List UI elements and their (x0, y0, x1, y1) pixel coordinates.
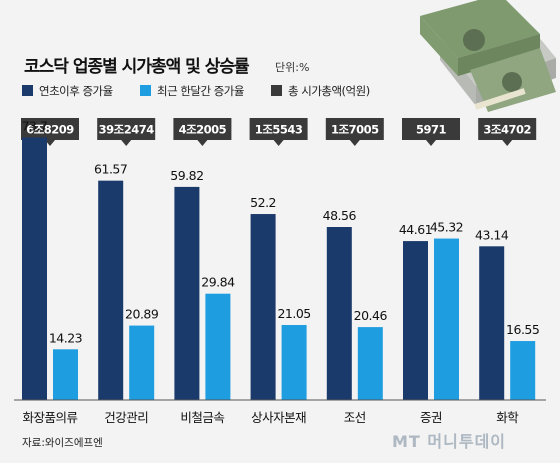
marketcap-box-cat-4 (325, 118, 384, 140)
marketcap-box-cat-1 (97, 118, 156, 140)
bar-ytd-cat-6 (479, 246, 505, 400)
marketcap-box-cat-5 (402, 118, 460, 140)
watermark: MT 머니투데이 (392, 432, 506, 451)
marketcap-box-cat-3 (249, 118, 308, 140)
bar-ytd-cat-1 (98, 180, 124, 400)
value-label-ytd-cat-0: 73.7 (22, 118, 48, 133)
bar-month-cat-2 (205, 293, 231, 400)
bar-month-cat-6 (510, 341, 536, 400)
bar-month-cat-0 (53, 349, 78, 400)
value-label-ytd-cat-2: 59.82 (170, 168, 203, 183)
legend: 연초이후 증가율 최근 한달간 증가율 총 시가총액(억원) (22, 84, 370, 98)
marketcap-label-cat-6: 3조4702 (483, 123, 531, 137)
category-label-cat-5: 증권 (420, 410, 442, 425)
value-label-month-cat-4: 20.46 (354, 308, 388, 323)
marketcap-pointer-cat-6 (502, 140, 513, 146)
marketcap-box-cat-6 (478, 118, 537, 140)
marketcap-pointer-cat-2 (197, 140, 208, 146)
bar-ytd-cat-0 (22, 137, 47, 400)
bar-ytd-cat-2 (174, 186, 200, 400)
marketcap-box-cat-0 (21, 118, 79, 140)
legend-swatch-marketcap (271, 85, 282, 96)
category-labels: 화장품의류 건강관리 비철금속 상사자본재 조선 증권 화학 (22, 410, 519, 425)
legend-swatch-ytd (22, 85, 33, 96)
legend-swatch-month (140, 85, 151, 96)
marketcap-label-cat-0: 6조8209 (26, 123, 74, 137)
marketcap-label-cat-4: 1조7005 (331, 123, 379, 137)
legend-label-marketcap: 총 시가총액(억원) (288, 84, 370, 98)
bar-month-cat-4 (357, 327, 383, 400)
value-label-ytd-cat-4: 48.56 (323, 208, 357, 223)
bar-ytd-cat-5 (403, 241, 428, 400)
bar-month-cat-3 (281, 325, 307, 400)
value-label-month-cat-0: 14.23 (49, 330, 82, 345)
source-note: 자료:와이즈에프엔 (22, 437, 103, 449)
value-label-ytd-cat-3: 52.2 (250, 195, 276, 210)
money-stack-illustration (420, 0, 556, 112)
marketcap-label-cat-3: 1조5543 (255, 123, 303, 137)
bar-ytd-cat-3 (250, 214, 276, 400)
marketcap-label-cat-1: 39조2474 (99, 123, 155, 137)
category-label-cat-4: 조선 (344, 410, 366, 425)
marketcap-pointer-cat-4 (349, 140, 360, 146)
legend-label-ytd: 연초이후 증가율 (39, 84, 113, 98)
value-label-month-cat-3: 21.05 (277, 306, 310, 321)
marketcap-label-cat-5: 5971 (416, 123, 447, 137)
chart-title: 코스닥 업종별 시가총액 및 상승률 (24, 57, 250, 77)
marketcap-box-cat-2 (173, 118, 232, 140)
value-label-ytd-cat-1: 61.57 (94, 162, 127, 177)
bar-month-cat-1 (129, 325, 155, 400)
value-label-month-cat-6: 16.55 (506, 322, 539, 337)
value-label-ytd-cat-5: 44.61 (399, 222, 432, 237)
bar-month-cat-5 (434, 238, 459, 400)
marketcap-pointer-cat-5 (426, 140, 436, 146)
category-label-cat-1: 건강관리 (104, 410, 148, 425)
marketcap-pointer-cat-3 (273, 140, 284, 146)
category-label-cat-2: 비철금속 (180, 410, 224, 425)
category-label-cat-6: 화학 (496, 410, 519, 425)
legend-label-month: 최근 한달간 증가율 (157, 84, 244, 98)
marketcap-label-cat-2: 4조2005 (179, 123, 227, 137)
bar-ytd-cat-4 (326, 227, 352, 400)
value-label-ytd-cat-6: 43.14 (475, 227, 509, 242)
value-label-month-cat-5: 45.32 (430, 220, 463, 235)
value-label-month-cat-1: 20.89 (125, 307, 159, 322)
marketcap-pointer-cat-0 (45, 140, 55, 146)
category-label-cat-3: 상사자본재 (251, 410, 306, 425)
chart-unit: 단위:% (275, 61, 309, 74)
marketcap-pointer-cat-1 (121, 140, 132, 146)
value-label-month-cat-2: 29.84 (201, 275, 235, 290)
category-label-cat-0: 화장품의류 (22, 410, 77, 425)
